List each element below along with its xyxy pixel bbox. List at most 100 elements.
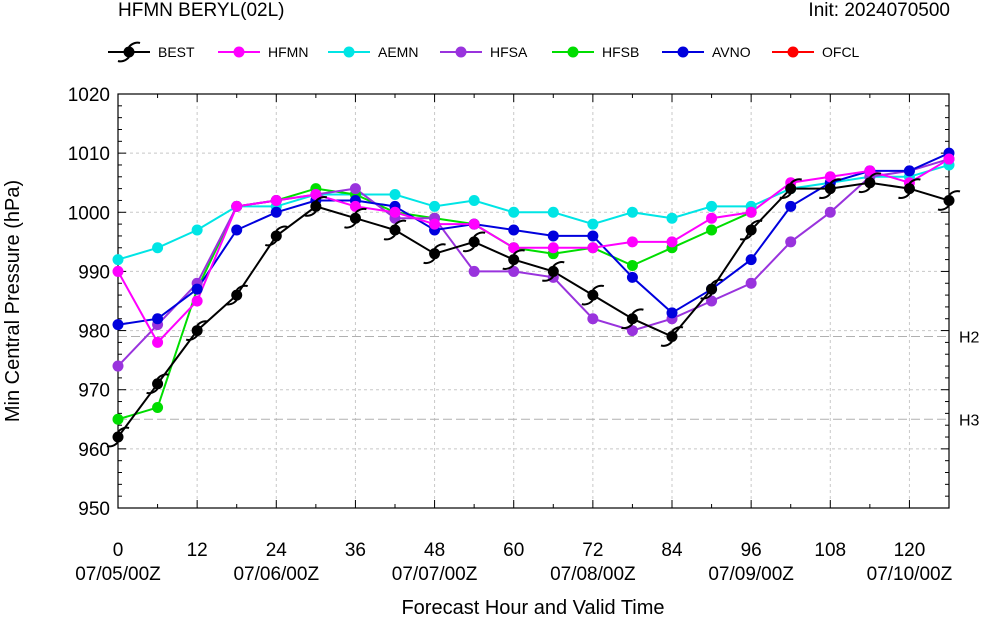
series-point-best bbox=[146, 373, 169, 395]
series-layer bbox=[118, 152, 949, 438]
legend-swatch-marker bbox=[343, 46, 355, 58]
series-point-hfmn bbox=[152, 336, 164, 348]
series-point-best bbox=[779, 178, 803, 199]
category-label-h2: H2 bbox=[959, 329, 980, 346]
series-point-hfmn bbox=[943, 153, 955, 165]
series-point-aemn bbox=[626, 206, 638, 218]
series-point-best bbox=[185, 320, 209, 341]
legend-swatch-marker bbox=[117, 41, 141, 63]
series-point-avno bbox=[191, 283, 203, 295]
series-point-hfsa bbox=[468, 265, 480, 277]
x-tick-label: 12 bbox=[187, 540, 208, 561]
x-date-label: 07/09/00Z bbox=[708, 564, 794, 585]
series-point-hfsa bbox=[508, 265, 520, 277]
series-point-hfsb bbox=[626, 260, 638, 272]
series-point-hfmn bbox=[112, 265, 124, 277]
series-point-best bbox=[621, 308, 644, 330]
x-tick-label: 24 bbox=[266, 540, 288, 561]
series-point-aemn bbox=[429, 200, 441, 212]
legend-swatch-marker bbox=[787, 46, 799, 58]
legend-item-hfmn: HFMN bbox=[218, 44, 308, 60]
x-tick-label: 96 bbox=[741, 540, 762, 561]
series-point-best bbox=[818, 178, 842, 199]
legend-swatch-marker bbox=[455, 46, 467, 58]
legend-item-best: BEST bbox=[108, 41, 195, 63]
series-point-avno bbox=[547, 230, 559, 242]
series-point-aemn bbox=[547, 206, 559, 218]
series-point-hfmn bbox=[626, 236, 638, 248]
series-point-hfsa bbox=[349, 183, 361, 195]
series-point-avno bbox=[270, 206, 282, 218]
x-tick-label: 36 bbox=[345, 540, 366, 561]
series-point-avno bbox=[508, 224, 520, 236]
series-point-best bbox=[700, 278, 723, 300]
series-point-hfmn bbox=[706, 212, 718, 224]
series-point-aemn bbox=[112, 254, 124, 266]
series-point-hfmn bbox=[270, 194, 282, 206]
series-point-best bbox=[937, 190, 961, 211]
series-point-best bbox=[383, 219, 407, 241]
series-point-best bbox=[502, 249, 526, 270]
series-point-hfsb bbox=[706, 224, 718, 236]
legend-label: OFCL bbox=[822, 44, 860, 60]
x-tick-label: 108 bbox=[814, 540, 846, 561]
series-point-hfmn bbox=[231, 200, 243, 212]
series-point-aemn bbox=[191, 224, 203, 236]
series-point-hfsa bbox=[706, 295, 718, 307]
series-point-aemn bbox=[468, 194, 480, 206]
legend-item-hfsa: HFSA bbox=[440, 44, 528, 60]
series-point-best bbox=[344, 207, 367, 229]
series-point-aemn bbox=[389, 189, 401, 201]
series-point-best bbox=[739, 219, 763, 241]
series-point-aemn bbox=[152, 242, 164, 254]
legend-item-avno: AVNO bbox=[662, 44, 751, 60]
series-point-best bbox=[264, 225, 288, 247]
plot-frame bbox=[117, 93, 950, 509]
series-line-hfsa bbox=[118, 158, 949, 367]
x-axis: 0 12 24 36 48 60 72 84 96 108 120 07/05/00Z 07/06/00… bbox=[75, 94, 953, 585]
series-point-best bbox=[304, 196, 328, 217]
series-point-hfmn bbox=[666, 236, 678, 248]
series-point-hfmn bbox=[864, 165, 876, 177]
series-point-avno bbox=[112, 319, 124, 331]
series-point-best bbox=[106, 426, 130, 448]
series-point-hfmn bbox=[349, 200, 361, 212]
series-point-avno bbox=[231, 224, 243, 236]
chart-title: HFMN BERYL(02L) bbox=[118, 0, 285, 21]
series-point-best bbox=[898, 178, 921, 199]
series-point-best bbox=[225, 284, 249, 306]
legend-item-ofcl: OFCL bbox=[772, 44, 860, 60]
series-point-hfsa bbox=[785, 236, 797, 248]
series-point-best bbox=[660, 326, 684, 347]
init-time-label: Init: 2024070500 bbox=[808, 0, 950, 21]
series-point-hfmn bbox=[824, 171, 836, 183]
legend-swatch-marker bbox=[677, 46, 689, 58]
series-point-hfmn bbox=[191, 295, 203, 307]
chart-legend: BEST HFMN AEMN HFSA HFSB AVNO OFCL bbox=[108, 41, 860, 63]
series-point-hfsa bbox=[587, 313, 599, 325]
series-point-avno bbox=[666, 307, 678, 319]
x-date-label: 07/06/00Z bbox=[233, 564, 319, 585]
series-point-hfsb bbox=[152, 401, 164, 413]
series-point-aemn bbox=[587, 218, 599, 230]
x-tick-label: 84 bbox=[661, 540, 683, 561]
series-line-avno bbox=[118, 152, 949, 326]
series-line-best bbox=[118, 181, 949, 438]
legend-item-hfsb: HFSB bbox=[552, 44, 639, 60]
category-label-h3: H3 bbox=[959, 412, 980, 429]
legend-label: HFSA bbox=[490, 44, 528, 60]
series-point-best bbox=[423, 243, 446, 265]
series-point-hfmn bbox=[310, 189, 322, 201]
y-tick-label: 990 bbox=[78, 262, 110, 283]
x-date-label: 07/07/00Z bbox=[392, 564, 478, 585]
series-point-hfmn bbox=[587, 242, 599, 254]
series-point-aemn bbox=[666, 212, 678, 224]
y-axis: 950 960 970 980 990 1000 1010 1020 bbox=[68, 85, 949, 520]
series-point-hfmn bbox=[389, 206, 401, 218]
series-point-hfsb bbox=[112, 413, 124, 425]
y-tick-label: 1020 bbox=[68, 85, 110, 106]
legend-label: AVNO bbox=[712, 44, 751, 60]
series-point-hfmn bbox=[468, 218, 480, 230]
legend-label: HFSB bbox=[602, 44, 639, 60]
